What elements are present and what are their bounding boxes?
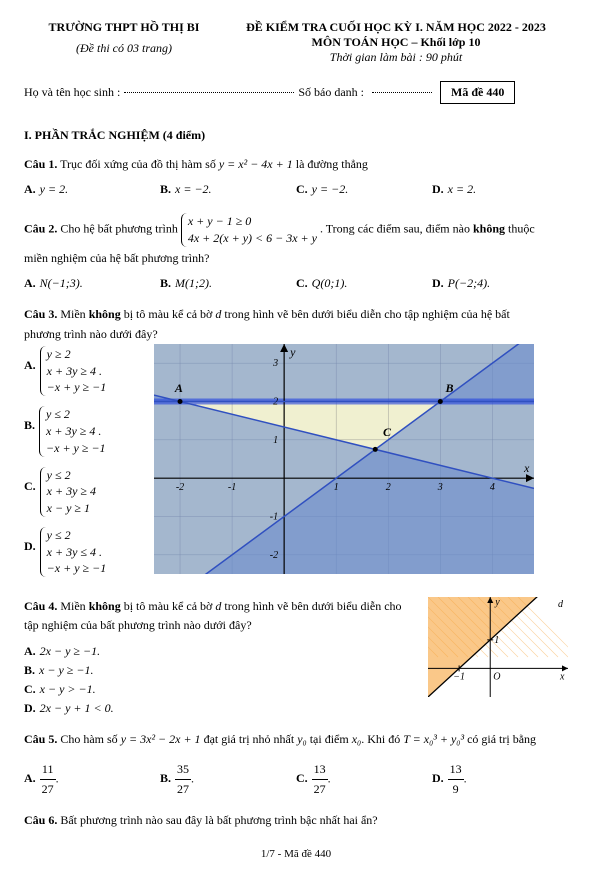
svg-text:-1: -1	[270, 511, 278, 522]
section-title: I. PHẦN TRẮC NGHIỆM (4 điểm)	[24, 128, 568, 143]
name-label: Họ và tên học sinh :	[24, 85, 120, 100]
header: TRƯỜNG THPT HỒ THỊ BI (Đề thi có 03 tran…	[24, 20, 568, 65]
svg-text:O: O	[493, 672, 500, 683]
svg-text:x: x	[559, 672, 565, 683]
svg-text:1: 1	[334, 482, 339, 493]
system-brace: x + y − 1 ≥ 0 4x + 2(x + y) < 6 − 3x + y	[181, 213, 317, 247]
svg-text:-2: -2	[270, 550, 278, 561]
svg-text:-2: -2	[176, 482, 184, 493]
exam-code: Mã đề 440	[440, 81, 515, 104]
svg-text:-1: -1	[228, 482, 236, 493]
question-5: Câu 5. Cho hàm số y = 3x² − 2x + 1 đạt g…	[24, 730, 568, 799]
svg-text:3: 3	[272, 358, 278, 369]
subject: MÔN TOÁN HỌC – Khối lớp 10	[224, 35, 568, 50]
question-3: Câu 3. Miền không bị tô màu kể cả bờ d t…	[24, 305, 568, 585]
svg-text:4: 4	[490, 482, 495, 493]
svg-text:2: 2	[386, 482, 391, 493]
svg-text:3: 3	[437, 482, 443, 493]
q4-chart: −1 1 Ox y d	[428, 597, 568, 697]
student-info-row: Họ và tên học sinh : Số báo danh : Mã đề…	[24, 81, 568, 104]
svg-text:A: A	[174, 381, 183, 395]
svg-text:d: d	[558, 599, 564, 610]
exam-title: ĐỀ KIỂM TRA CUỐI HỌC KỲ I. NĂM HỌC 2022 …	[224, 20, 568, 35]
question-6: Câu 6. Bất phương trình nào sau đây là b…	[24, 811, 568, 830]
page-footer: 1/7 - Mã đề 440	[24, 848, 568, 860]
pages-note: (Đề thi có 03 trang)	[24, 41, 224, 56]
question-1: Câu 1. Trục đối xứng của đồ thị hàm số y…	[24, 155, 568, 199]
svg-text:x: x	[523, 461, 530, 475]
id-label: Số báo danh :	[298, 85, 364, 100]
school-name: TRƯỜNG THPT HỒ THỊ BI	[24, 20, 224, 35]
svg-text:1: 1	[494, 635, 499, 646]
svg-text:1: 1	[273, 435, 278, 446]
q3-options: A.y ≥ 2x + 3y ≥ 4 .−x + y ≥ −1 B.y ≤ 2x …	[24, 344, 144, 586]
question-4: Câu 4. Miền không bị tô màu kể cả bờ d t…	[24, 597, 568, 718]
svg-text:2: 2	[273, 396, 278, 407]
svg-text:y: y	[289, 345, 296, 359]
duration: Thời gian làm bài : 90 phút	[224, 50, 568, 65]
svg-text:−1: −1	[453, 672, 465, 683]
svg-text:B: B	[445, 381, 454, 395]
q3-chart: -2 -1 1 2 3 4 -2 -1 1 2 3 A B Cy x	[154, 344, 568, 580]
question-2: Câu 2. Cho hệ bất phương trình x + y − 1…	[24, 211, 568, 293]
svg-text:y: y	[494, 597, 500, 608]
svg-text:C: C	[383, 425, 392, 439]
